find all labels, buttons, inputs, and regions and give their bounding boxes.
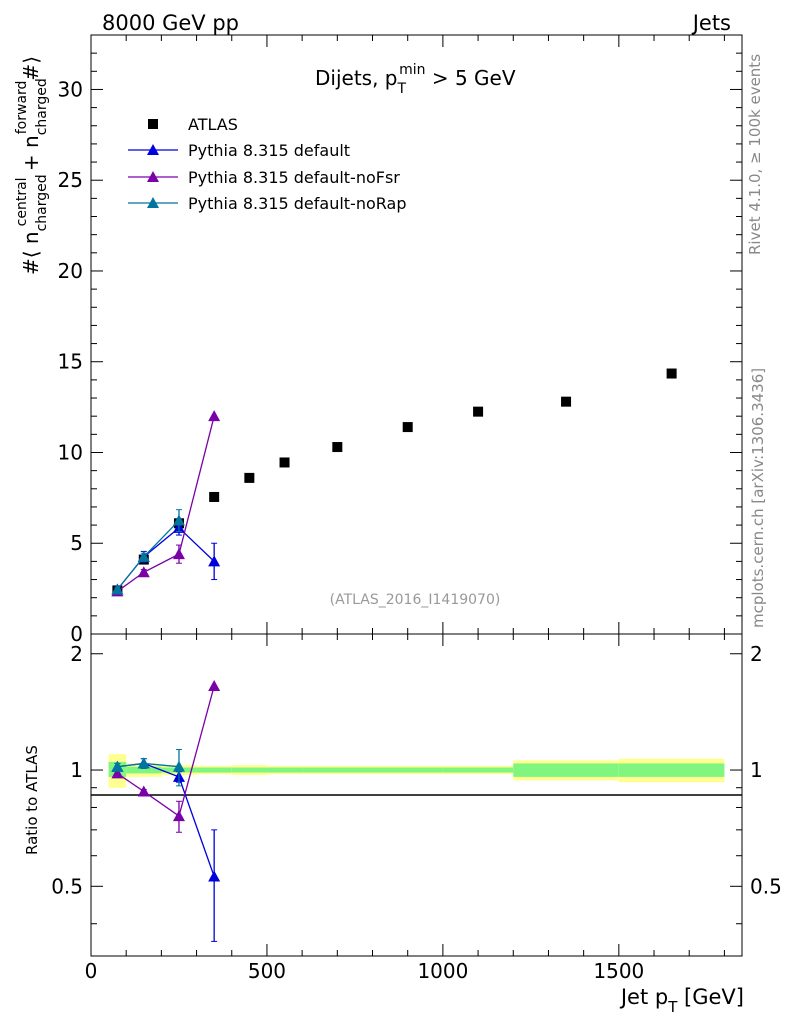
legend: ATLAS Pythia 8.315 default Pythia 8.315 de… [128, 115, 406, 213]
main-y-axis-label: #⟨ nchargedcentral + nchargedforward#⟩ [14, 56, 50, 275]
ratio-tick-labels: 0.5 0.5 1 1 2 2 0 500 1000 1500 [51, 642, 782, 983]
ratio-point-noFsr [172, 810, 185, 822]
legend-marker-noRap [147, 197, 159, 208]
x-tick-label: 1500 [593, 959, 644, 983]
main-y-tick-label: 20 [58, 259, 83, 283]
main-y-tick-label: 15 [58, 350, 83, 374]
ratio-line-default [117, 762, 215, 877]
header-right-label: Jets [691, 11, 731, 35]
ratio-point-default [208, 870, 221, 882]
ratio-point-noRap [111, 760, 124, 772]
main-point-atlas [402, 422, 413, 433]
main-point-noRap [172, 514, 185, 526]
main-y-tick-label: 10 [58, 440, 83, 464]
main-point-default [208, 555, 221, 567]
ratio-uncertainty-bands [108, 754, 725, 788]
ratio-band-inner [196, 767, 232, 773]
x-tick-label: 500 [248, 959, 286, 983]
ratio-line-noFsr [117, 685, 215, 818]
ratio-axis-ticks [90, 634, 742, 956]
ratio-plot-frame [90, 633, 743, 957]
main-y-tick-labels: 0 5 10 15 20 25 30 [58, 77, 83, 646]
plot-title: Dijets, pTmin > 5 GeV [315, 62, 516, 97]
main-point-noRap [111, 583, 124, 595]
rivet-label: Rivet 4.1.0, ≥ 100k events [746, 54, 764, 255]
ratio-band-inner [126, 766, 162, 774]
legend-marker-noFsr [147, 171, 159, 182]
main-y-tick-label: 30 [58, 77, 83, 101]
main-y-tick-label: 0 [70, 622, 83, 646]
legend-label-noFsr: Pythia 8.315 default-noFsr [188, 168, 400, 187]
main-data-layer [111, 368, 677, 597]
analysis-watermark: (ATLAS_2016_I1419070) [330, 592, 501, 608]
main-y-tick-label: 25 [58, 168, 83, 192]
main-point-noFsr [172, 548, 185, 560]
ratio-band-inner [372, 767, 443, 773]
ratio-band-inner [513, 763, 619, 777]
ratio-y-tick-label-right: 1 [750, 758, 763, 782]
header-left-label: 8000 GeV pp [102, 11, 239, 35]
ratio-y-tick-label: 0.5 [51, 874, 83, 898]
main-point-atlas [666, 368, 677, 379]
main-point-atlas [473, 406, 484, 417]
ratio-band-inner [442, 767, 514, 773]
main-point-atlas [332, 442, 343, 453]
ratio-point-noRap [137, 757, 150, 769]
main-point-noFsr [137, 566, 150, 578]
main-point-noRap [137, 550, 150, 562]
ratio-band-inner [266, 767, 303, 773]
legend-label-noRap: Pythia 8.315 default-noRap [188, 194, 406, 213]
ratio-y-tick-label: 2 [70, 642, 83, 666]
main-point-atlas [561, 396, 572, 407]
ratio-y-tick-label-right: 0.5 [750, 874, 782, 898]
x-axis-label: Jet pT [GeV] [619, 985, 744, 1016]
ratio-y-tick-label: 1 [70, 758, 83, 782]
main-point-atlas [279, 457, 290, 468]
ratio-y-tick-label-right: 2 [750, 642, 763, 666]
ratio-band-inner [618, 763, 725, 777]
x-tick-label: 0 [85, 959, 98, 983]
main-point-noFsr [208, 410, 221, 422]
ratio-point-noFsr [137, 785, 150, 797]
ratio-data-layer [111, 680, 221, 942]
main-point-atlas [209, 491, 220, 502]
main-y-tick-label: 5 [70, 531, 83, 555]
ratio-y-axis-label: Ratio to ATLAS [23, 745, 41, 855]
ratio-point-noFsr [208, 680, 221, 692]
legend-label-atlas: ATLAS [188, 115, 238, 134]
ratio-band-inner [231, 767, 267, 773]
x-tick-label: 1000 [417, 959, 468, 983]
legend-label-default: Pythia 8.315 default [188, 141, 350, 160]
main-axis-ticks [90, 34, 742, 635]
ratio-point-noRap [172, 760, 185, 772]
main-line-noFsr [117, 416, 215, 592]
ratio-band-inner [302, 767, 373, 773]
mcplots-label: mcplots.cern.ch [arXiv:1306.3436] [749, 368, 767, 628]
legend-marker-atlas [148, 119, 158, 129]
main-point-atlas [244, 472, 255, 483]
legend-marker-default [147, 144, 159, 155]
ratio-point-noFsr [111, 767, 124, 779]
